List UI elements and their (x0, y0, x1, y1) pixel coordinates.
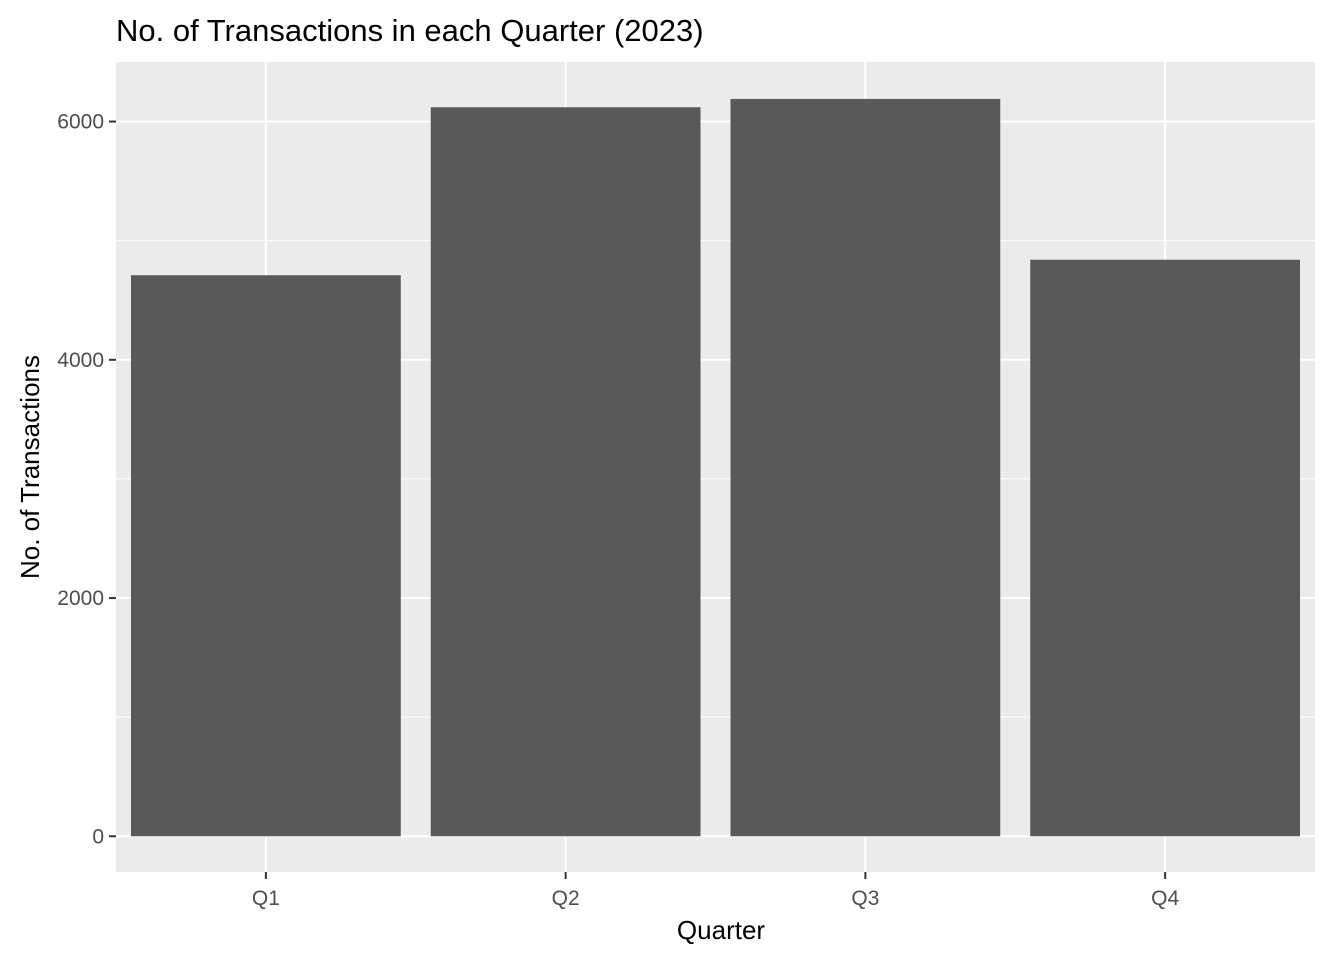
chart-title: No. of Transactions in each Quarter (202… (116, 13, 704, 48)
x-tick-label: Q3 (851, 887, 879, 910)
y-tick-label: 2000 (57, 587, 104, 610)
bar-q2 (430, 107, 701, 837)
bar-q4 (1030, 259, 1301, 837)
x-tick-label: Q2 (552, 887, 580, 910)
bars (130, 98, 1301, 837)
x-tick-label: Q4 (1151, 887, 1179, 910)
x-axis-title: Quarter (677, 915, 765, 945)
y-axis: 0 2000 4000 6000 (57, 111, 116, 848)
y-tick-label: 0 (92, 825, 104, 848)
y-axis-title: No. of Transactions (15, 355, 45, 579)
bar-q1 (130, 275, 401, 837)
x-tick-label: Q1 (252, 887, 280, 910)
x-axis: Q1 Q2 Q3 Q4 (252, 872, 1179, 910)
y-tick-label: 4000 (57, 349, 104, 372)
y-tick-label: 6000 (57, 111, 104, 134)
bar-q3 (730, 98, 1001, 837)
